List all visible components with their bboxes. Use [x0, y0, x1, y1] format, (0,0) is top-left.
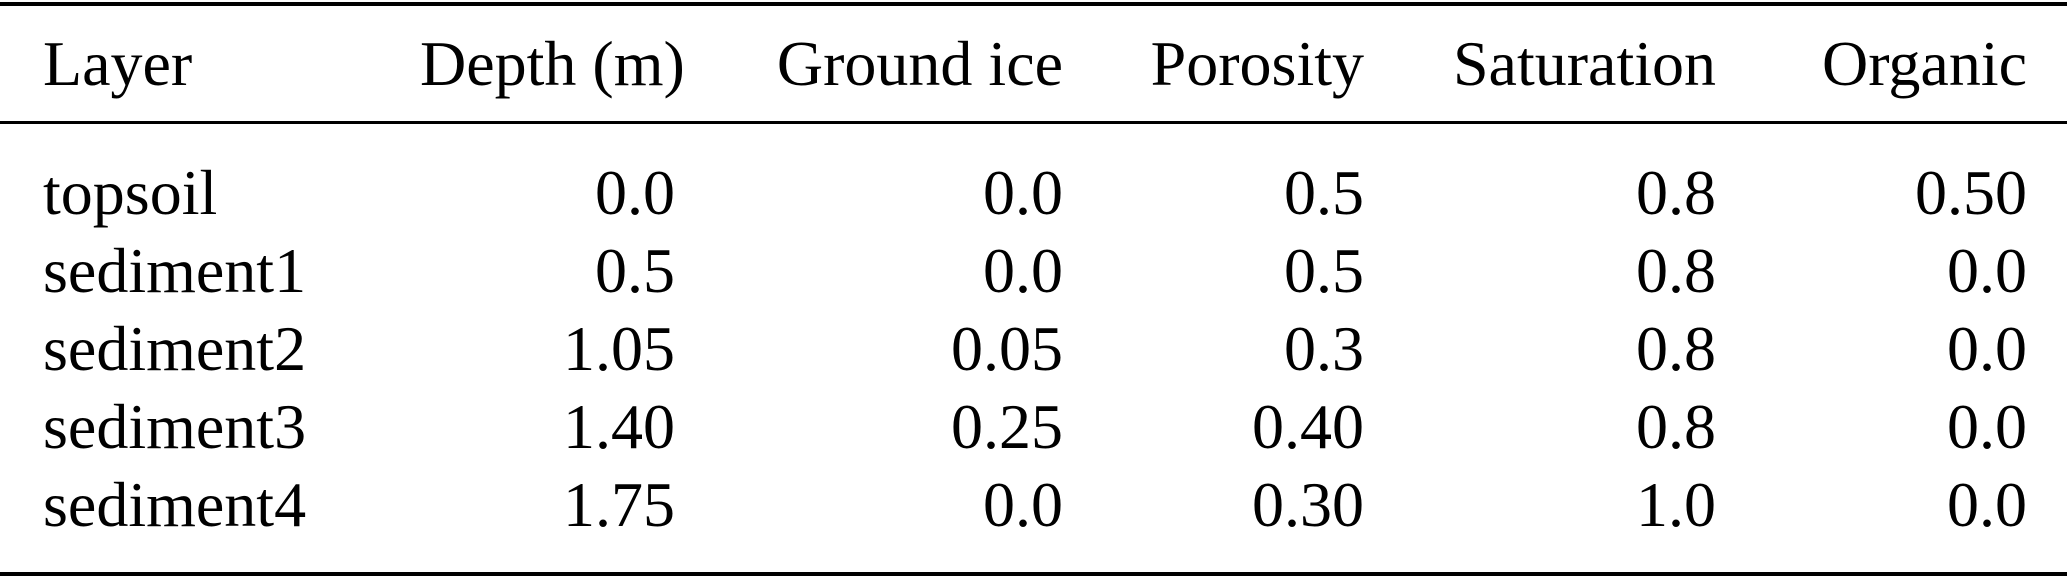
table-cell: 0.50: [1915, 157, 2027, 228]
column-header-organic: Organic: [1716, 4, 2067, 124]
table-cell: sediment4: [43, 469, 307, 540]
table-cell: 0.5: [1284, 235, 1364, 306]
column-header-porosity: Porosity: [1063, 4, 1364, 124]
table-cell: 0.5: [1284, 157, 1364, 228]
column-header-ground-ice: Ground ice: [675, 4, 1063, 124]
table-row: sediment2 1.05 0.05 0.3 0.8 0.0: [0, 310, 2067, 388]
table-row: sediment1 0.5 0.0 0.5 0.8 0.0: [0, 232, 2067, 310]
table-cell: 0.0: [1947, 313, 2027, 384]
table-cell: 0.40: [1252, 391, 1364, 462]
table-cell: 0.5: [595, 235, 675, 306]
column-header-saturation: Saturation: [1364, 4, 1716, 124]
table-cell: 1.05: [563, 313, 675, 384]
table-cell: topsoil: [43, 157, 218, 228]
table-cell: 0.0: [983, 469, 1063, 540]
table-cell: 0.0: [983, 157, 1063, 228]
table-cell: sediment1: [43, 235, 307, 306]
table-cell: 0.25: [951, 391, 1063, 462]
column-header-layer: Layer: [0, 4, 420, 124]
table-cell: sediment3: [43, 391, 307, 462]
table-cell: 0.3: [1284, 313, 1364, 384]
table-body: topsoil 0.0 0.0 0.5 0.8 0.50 sediment1 0.5 0.0 0.…: [0, 123, 2067, 575]
table-cell: 0.8: [1636, 391, 1716, 462]
table-row: sediment3 1.40 0.25 0.40 0.8 0.0: [0, 388, 2067, 466]
table-row: topsoil 0.0 0.0 0.5 0.8 0.50: [0, 123, 2067, 233]
table-cell: 0.8: [1636, 313, 1716, 384]
table-cell: 0.0: [595, 157, 675, 228]
header-row: Layer Depth (m) Ground ice Porosity Satu…: [0, 4, 2067, 124]
table-cell: 0.30: [1252, 469, 1364, 540]
table-cell: sediment2: [43, 313, 307, 384]
table-cell: 1.40: [563, 391, 675, 462]
table-cell: 0.0: [983, 235, 1063, 306]
table-cell: 0.0: [1947, 469, 2027, 540]
table-cell: 0.0: [1947, 235, 2027, 306]
table-row: sediment4 1.75 0.0 0.30 1.0 0.0: [0, 466, 2067, 574]
column-header-depth: Depth (m): [420, 4, 685, 124]
table-cell: 1.75: [563, 469, 675, 540]
table-cell: 0.8: [1636, 157, 1716, 228]
table-cell: 0.05: [951, 313, 1063, 384]
table-cell: 1.0: [1636, 469, 1716, 540]
table-cell: 0.8: [1636, 235, 1716, 306]
table-cell: 0.0: [1947, 391, 2027, 462]
